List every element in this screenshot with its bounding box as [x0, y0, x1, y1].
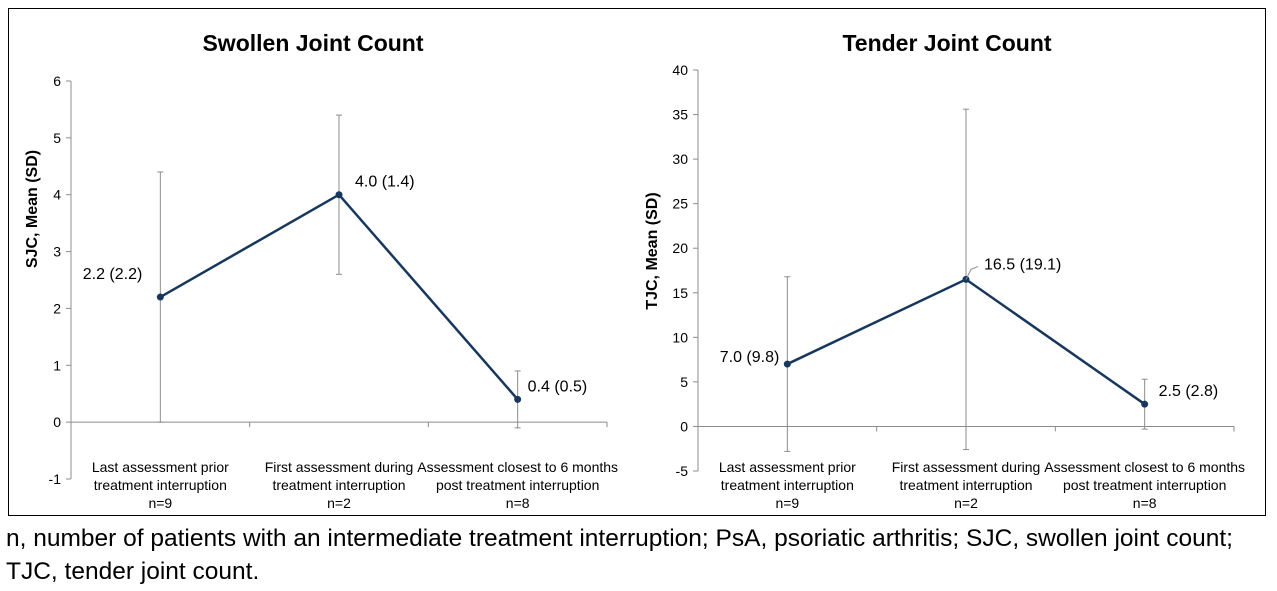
data-point [514, 395, 522, 403]
x-category-line: n=9 [775, 495, 799, 511]
y-tick-label: 35 [672, 107, 688, 123]
x-category-line: treatment interruption [94, 477, 227, 493]
x-category-line: Assessment closest to 6 months [417, 459, 618, 475]
x-category-line: post treatment interruption [436, 477, 599, 493]
x-category-label: Assessment closest to 6 months post treat… [417, 459, 618, 511]
y-tick-label: 5 [680, 374, 688, 390]
y-tick-label: 40 [672, 62, 688, 78]
x-category-line: post treatment interruption [1063, 477, 1226, 493]
data-label: 0.4 (0.5) [528, 378, 588, 395]
footnote: n, number of patients with an intermedia… [6, 525, 1233, 585]
y-tick-label: 4 [53, 187, 61, 203]
x-category-line: n=9 [148, 495, 172, 511]
x-category-line: n=8 [506, 495, 530, 511]
x-category-line: treatment interruption [899, 477, 1032, 493]
x-category-label: Last assessment prior treatment interrupt… [719, 459, 856, 511]
y-tick-label: 5 [53, 130, 61, 146]
x-category-line: Last assessment prior [92, 459, 229, 475]
data-point [156, 293, 164, 301]
x-category-line: treatment interruption [272, 477, 405, 493]
data-point [335, 191, 343, 199]
data-label: 16.5 (19.1) [984, 256, 1061, 273]
x-category-line: Last assessment prior [719, 459, 856, 475]
y-tick-label: 10 [672, 329, 688, 345]
data-label: 4.0 (1.4) [355, 174, 415, 191]
y-tick-label: 2 [53, 300, 61, 316]
x-category-label: First assessment during treatment interru… [265, 459, 414, 511]
x-category-line: treatment interruption [721, 477, 854, 493]
chart-panel-2: Tender Joint Count TJC, Mean (SD) -5 0 5 10 15… [644, 30, 1245, 511]
y-tick-label: 30 [672, 151, 688, 167]
data-point [1141, 400, 1149, 408]
data-label: 2.5 (2.8) [1159, 383, 1219, 400]
y-tick-label: -1 [49, 471, 62, 487]
x-category-label: Assessment closest to 6 months post treat… [1044, 459, 1245, 511]
data-label-leader [965, 265, 979, 280]
y-axis-label: SJC, Mean (SD) [24, 150, 41, 268]
chart-title: Swollen Joint Count [202, 30, 423, 56]
data-point [783, 360, 791, 368]
y-axis-label: TJC, Mean (SD) [644, 192, 661, 309]
y-tick-label: 15 [672, 285, 688, 301]
data-label: 2.2 (2.2) [83, 266, 143, 283]
y-tick-label: 0 [680, 418, 688, 434]
y-tick-label: 20 [672, 240, 688, 256]
x-category-label: Last assessment prior treatment interrupt… [92, 459, 229, 511]
data-label: 7.0 (9.8) [720, 349, 780, 366]
y-tick-label: 3 [53, 244, 61, 260]
y-tick-label: 1 [53, 357, 61, 373]
y-tick-label: 6 [53, 73, 61, 89]
x-category-line: Assessment closest to 6 months [1044, 459, 1245, 475]
y-tick-label: 0 [53, 414, 61, 430]
x-category-line: First assessment during [265, 459, 414, 475]
x-category-line: n=2 [327, 495, 351, 511]
y-tick-label: -5 [676, 463, 689, 479]
x-category-line: n=8 [1133, 495, 1157, 511]
chart-title: Tender Joint Count [842, 30, 1051, 56]
figure-frame: Swollen Joint Count SJC, Mean (SD) -1 0 1 2 3 4… [8, 8, 1266, 516]
x-category-label: First assessment during treatment interru… [892, 459, 1041, 511]
charts-canvas: Swollen Joint Count SJC, Mean (SD) -1 0 1 2 3 4… [24, 30, 1245, 511]
chart-panel-1: Swollen Joint Count SJC, Mean (SD) -1 0 1 2 3 4… [24, 30, 618, 511]
y-tick-label: 25 [672, 196, 688, 212]
x-category-line: First assessment during [892, 459, 1041, 475]
x-category-line: n=2 [954, 495, 978, 511]
